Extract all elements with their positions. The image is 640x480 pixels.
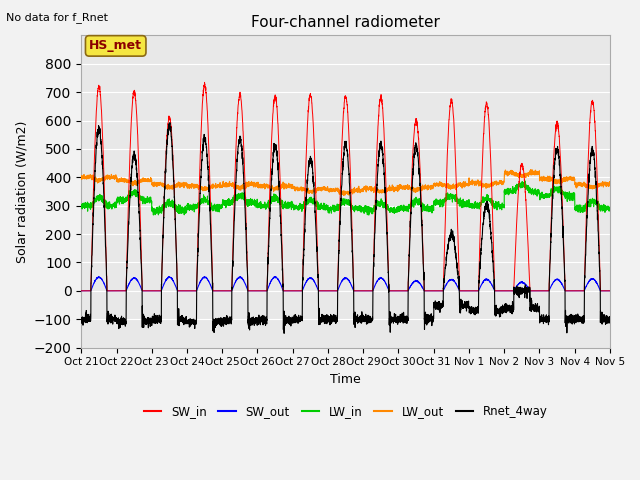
Legend: SW_in, SW_out, LW_in, LW_out, Rnet_4way: SW_in, SW_out, LW_in, LW_out, Rnet_4way [139,400,552,423]
X-axis label: Time: Time [330,373,361,386]
Y-axis label: Solar radiation (W/m2): Solar radiation (W/m2) [15,120,28,263]
Text: No data for f_Rnet: No data for f_Rnet [6,12,108,23]
Title: Four-channel radiometer: Four-channel radiometer [251,15,440,30]
Text: HS_met: HS_met [89,39,142,52]
